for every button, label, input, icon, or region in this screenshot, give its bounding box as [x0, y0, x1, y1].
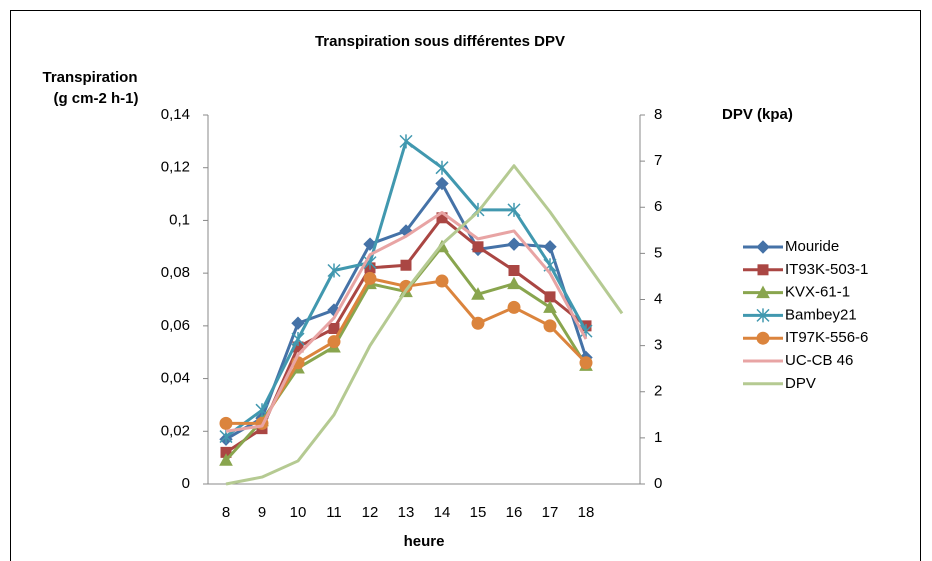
y-tick-label: 0,02	[161, 422, 190, 439]
y-tick-label: 0,04	[161, 370, 190, 387]
point-marker	[291, 316, 305, 330]
y2-tick-label: 6	[654, 198, 662, 215]
point-marker	[400, 259, 412, 271]
point-marker	[543, 300, 557, 313]
legend-label: KVX-61-1	[785, 284, 850, 301]
point-marker	[472, 241, 484, 253]
y2-tick-label: 0	[654, 475, 662, 492]
point-marker	[507, 300, 521, 314]
point-marker	[399, 134, 413, 149]
y-tick-label: 0,08	[161, 264, 190, 281]
point-marker	[543, 319, 557, 333]
point-marker	[435, 274, 449, 288]
x-axis-label: heure	[404, 533, 445, 550]
point-marker	[507, 276, 521, 290]
x-tick-label: 11	[326, 504, 342, 521]
point-marker	[363, 237, 377, 251]
legend-marker	[757, 264, 769, 276]
y2-tick-label: 4	[654, 290, 662, 307]
legend-label: IT97K-556-6	[785, 329, 868, 346]
y-tick-label: 0	[182, 475, 190, 492]
point-marker	[363, 255, 377, 270]
y2-tick-label: 5	[654, 244, 662, 261]
legend-marker	[756, 240, 770, 254]
y2-tick-label: 3	[654, 337, 662, 354]
point-marker	[508, 265, 520, 277]
legend-label: DPV	[785, 375, 816, 392]
point-marker	[471, 316, 485, 330]
legend-marker	[756, 308, 770, 323]
point-marker	[435, 160, 449, 175]
y2-tick-label: 8	[654, 106, 662, 123]
series-line	[225, 164, 624, 486]
x-tick-label: 13	[398, 504, 415, 521]
legend-marker	[756, 331, 770, 345]
point-marker	[507, 202, 521, 217]
x-tick-label: 17	[542, 504, 559, 521]
legend-label: Bambey21	[785, 306, 857, 323]
legend-label: Mouride	[785, 238, 839, 255]
x-tick-label: 12	[362, 504, 379, 521]
x-tick-label: 10	[290, 504, 307, 521]
x-tick-label: 16	[506, 504, 523, 521]
legend-label: IT93K-503-1	[785, 261, 868, 278]
x-tick-label: 14	[434, 504, 451, 521]
point-marker	[363, 271, 377, 285]
point-marker	[328, 322, 340, 334]
point-marker	[291, 332, 305, 347]
y2-tick-label: 1	[654, 429, 662, 446]
point-marker	[219, 453, 233, 466]
y-tick-label: 0,1	[169, 211, 190, 228]
x-tick-label: 9	[258, 504, 266, 521]
legend-marker	[756, 285, 770, 299]
point-marker	[327, 335, 341, 349]
point-marker	[219, 429, 233, 444]
point-marker	[543, 240, 557, 254]
chart-border	[10, 10, 921, 561]
y-tick-label: 0,06	[161, 317, 190, 334]
point-marker	[435, 176, 449, 191]
point-marker	[507, 237, 521, 251]
y2-axis-label: DPV (kpa)	[722, 106, 793, 123]
chart-title: Transpiration sous différentes DPV	[315, 33, 565, 50]
series-line	[225, 211, 588, 433]
y-axis-label: Transpiration	[42, 69, 137, 86]
y2-tick-label: 7	[654, 152, 662, 169]
y-axis-label: (g cm-2 h-1)	[53, 90, 138, 107]
point-marker	[579, 356, 593, 370]
y2-tick-label: 2	[654, 383, 662, 400]
y-tick-label: 0,12	[161, 159, 190, 176]
x-tick-label: 8	[222, 504, 230, 521]
point-marker	[471, 287, 485, 300]
legend-label: UC-CB 46	[785, 352, 853, 369]
point-marker	[219, 416, 233, 430]
point-marker	[579, 324, 593, 339]
y-tick-label: 0,14	[161, 106, 190, 123]
x-tick-label: 15	[470, 504, 487, 521]
x-tick-label: 18	[578, 504, 595, 521]
point-marker	[327, 263, 341, 278]
